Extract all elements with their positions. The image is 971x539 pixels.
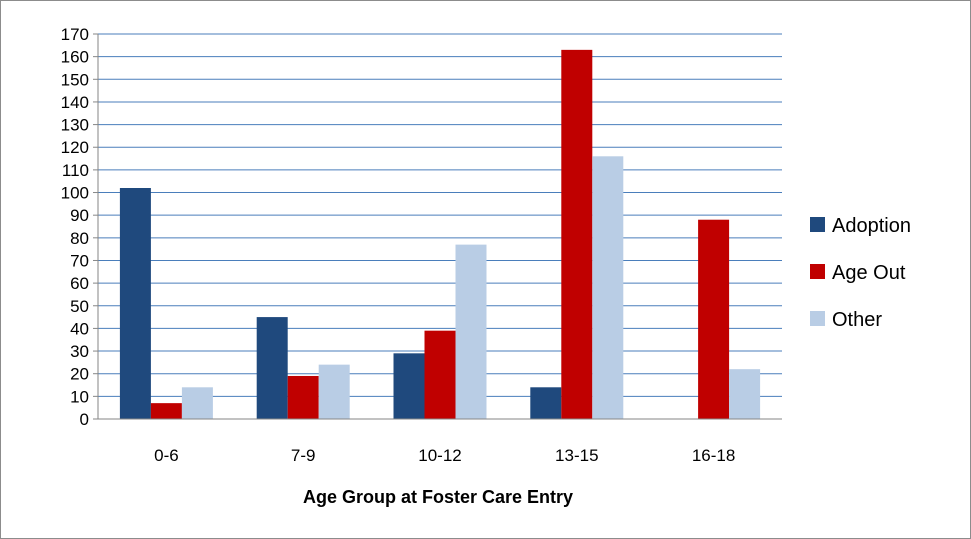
y-tick-label: 170 — [61, 25, 89, 44]
legend: Adoption Age Out Other — [810, 215, 911, 331]
y-tick-label: 110 — [62, 161, 89, 180]
legend-swatch — [810, 311, 825, 326]
y-tick-label: 0 — [80, 410, 89, 429]
bar-other — [729, 369, 761, 419]
legend-label: Adoption — [832, 215, 911, 237]
y-tick-label: 50 — [70, 297, 89, 316]
bars — [119, 49, 761, 420]
bar-other — [592, 156, 624, 419]
y-tick-label: 70 — [70, 251, 89, 270]
x-tick-label: 0-6 — [154, 446, 179, 465]
bar-other — [455, 244, 487, 419]
y-tick-label: 100 — [61, 184, 89, 203]
bar-other — [181, 387, 213, 419]
y-tick-label: 150 — [61, 70, 89, 89]
legend-swatch — [810, 264, 825, 279]
bar-age-out — [561, 49, 593, 420]
y-tick-label: 130 — [61, 116, 89, 135]
gridlines — [98, 33, 782, 397]
y-tick-label: 10 — [70, 387, 89, 406]
bar-age-out — [698, 219, 730, 419]
x-tick-label: 7-9 — [291, 446, 316, 465]
y-tick-label: 40 — [70, 319, 89, 338]
bar-other — [318, 364, 350, 419]
x-axis-tick-labels: 0-6 7-9 10-12 13-15 16-18 — [154, 446, 735, 465]
bar-age-out — [287, 375, 319, 419]
y-tick-label: 30 — [70, 342, 89, 361]
y-tick-label: 140 — [61, 93, 89, 112]
bar-age-out — [424, 330, 456, 419]
y-tick-label: 90 — [70, 206, 89, 225]
bar-adoption — [393, 353, 425, 419]
y-tick-label: 120 — [61, 138, 89, 157]
y-tick-label: 80 — [70, 229, 89, 248]
bar-adoption — [530, 387, 562, 419]
bar-age-out — [150, 403, 182, 419]
legend-swatch — [810, 217, 825, 232]
legend-label: Other — [832, 309, 882, 331]
bar-adoption — [119, 188, 151, 419]
y-tick-label: 160 — [61, 48, 89, 67]
bar-adoption — [256, 317, 288, 419]
x-tick-label: 13-15 — [555, 446, 598, 465]
y-axis-tick-labels: 0 10 20 30 40 50 60 70 80 90 100 110 120 130 140 150 160… — [61, 25, 89, 429]
y-tick-label: 20 — [70, 365, 89, 384]
axes — [93, 33, 782, 420]
x-axis-title: Age Group at Foster Care Entry — [303, 487, 573, 507]
x-tick-label: 16-18 — [692, 446, 735, 465]
x-tick-label: 10-12 — [418, 446, 461, 465]
y-tick-label: 60 — [70, 274, 89, 293]
legend-label: Age Out — [832, 262, 906, 284]
